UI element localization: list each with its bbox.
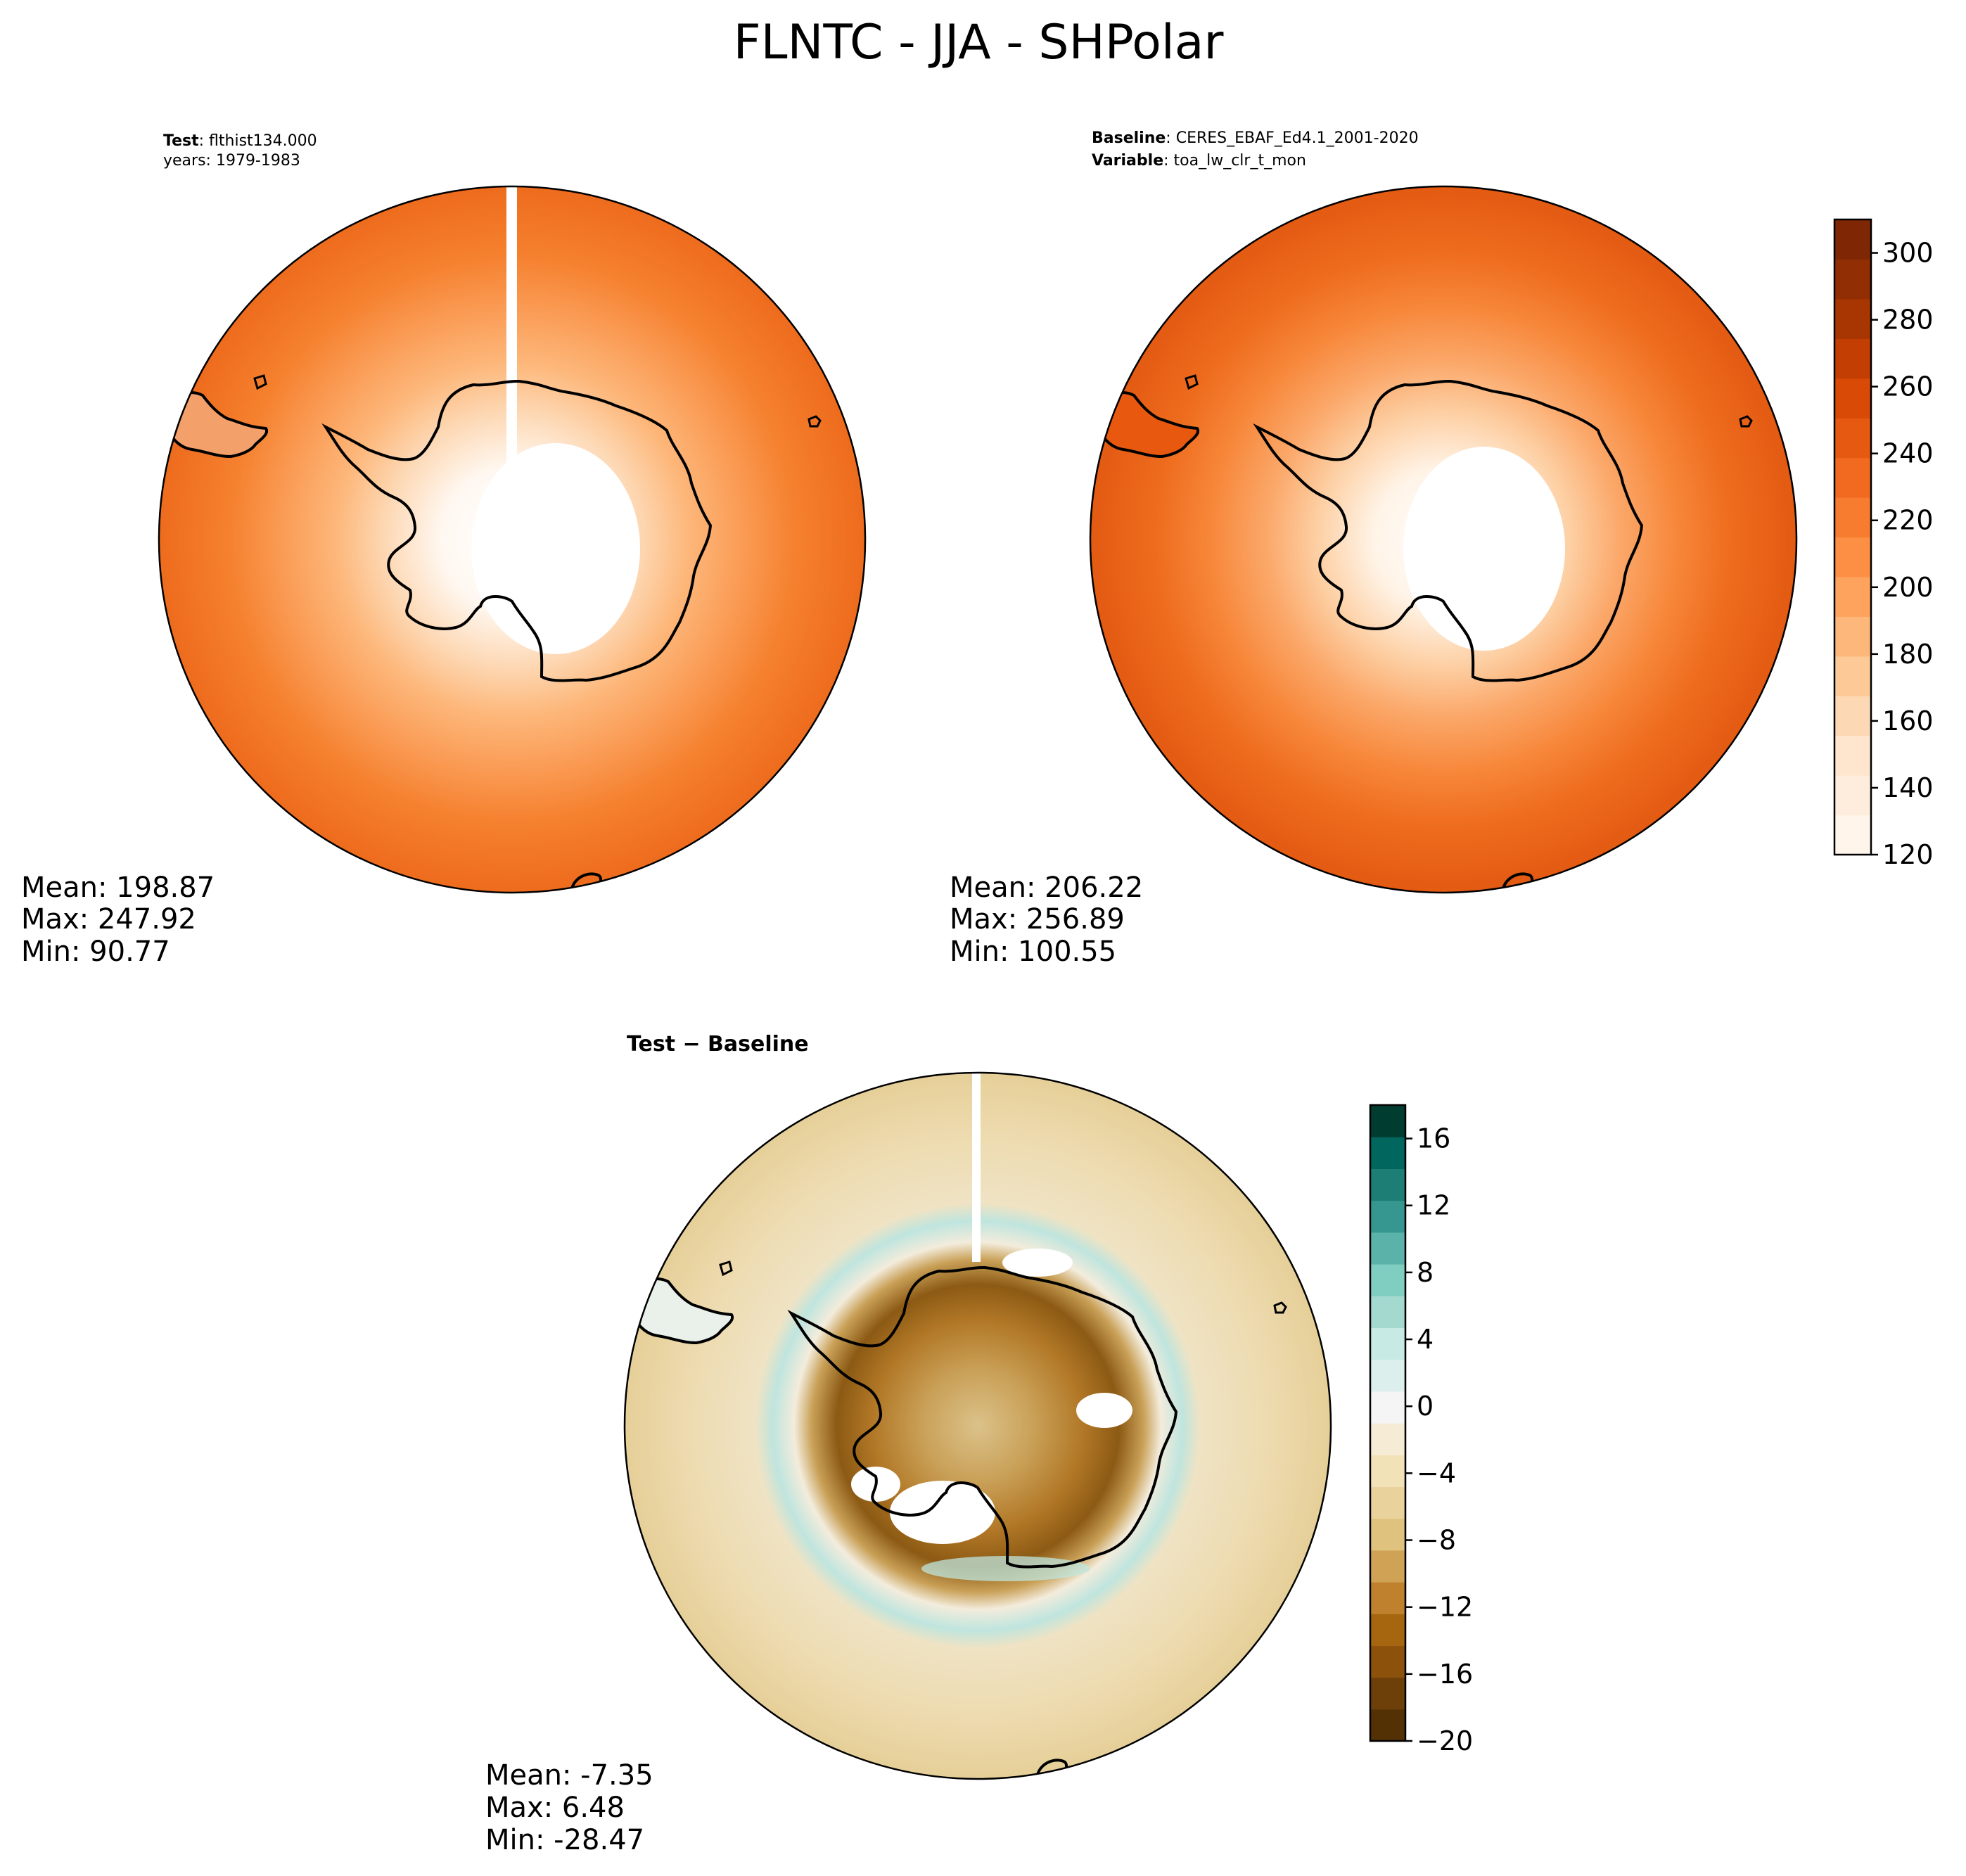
difference-colorbar-band [1370, 1677, 1405, 1710]
difference-colorbar-band [1370, 1296, 1405, 1328]
difference-colorbar-frame [1369, 1104, 1407, 1742]
test-missing-strip [506, 186, 517, 480]
baseline-label-bold: Baseline [1092, 129, 1166, 147]
difference-colorbar-band [1370, 1232, 1405, 1265]
baseline-colorbar-band [1834, 338, 1871, 379]
difference-colorbar-tick-label: 12 [1417, 1190, 1450, 1221]
difference-colorbar-band [1370, 1359, 1405, 1392]
baseline-label: Baseline: CERES_EBAF_Ed4.1_2001-2020 [1092, 129, 1419, 147]
baseline-colorbar-tick-label: 300 [1882, 238, 1934, 269]
difference-colorbar-tick-label: −4 [1417, 1457, 1456, 1488]
difference-label: Test − Baseline [627, 1032, 809, 1057]
difference-colorbar-tick-label: −20 [1417, 1725, 1473, 1756]
difference-label-rest: − Baseline [675, 1032, 809, 1057]
difference-colorbar-tick-label: 16 [1417, 1123, 1450, 1154]
baseline-colorbar-band [1834, 298, 1871, 339]
baseline-colorbar-band [1834, 576, 1871, 617]
difference-colorbar-band [1370, 1423, 1405, 1455]
difference-colorbar-tick-label: −8 [1417, 1525, 1456, 1556]
baseline-colorbar-band [1834, 219, 1871, 260]
difference-colorbar-band [1370, 1709, 1405, 1742]
difference-label-bold: Test [627, 1032, 675, 1057]
difference-max: Max: 6.48 [485, 1792, 625, 1824]
baseline-mean: Mean: 206.22 [950, 872, 1143, 904]
test-min: Min: 90.77 [21, 936, 170, 968]
test-label-bold: Test [163, 132, 199, 150]
difference-colorbar-tick-label: 4 [1417, 1324, 1434, 1355]
baseline-variable-bold: Variable [1092, 152, 1163, 170]
baseline-colorbar-band [1834, 696, 1871, 736]
baseline-colorbar-tick-label: 280 [1882, 305, 1934, 336]
baseline-label-source: : CERES_EBAF_Ed4.1_2001-2020 [1166, 129, 1418, 147]
difference-colorbar-tick-label: 0 [1417, 1391, 1434, 1422]
difference-colorbar-band [1370, 1264, 1405, 1296]
baseline-max: Max: 256.89 [950, 903, 1125, 936]
figure-title: FLNTC - JJA - SHPolar [734, 15, 1224, 70]
baseline-colorbar-band [1834, 418, 1871, 459]
baseline-map-boundary [1089, 185, 1798, 894]
difference-colorbar-band [1370, 1518, 1405, 1551]
baseline-map [1090, 186, 1796, 893]
test-label: Test: flthist134.000 [163, 132, 317, 150]
baseline-colorbar-band [1834, 497, 1871, 538]
baseline-panel: Baseline: CERES_EBAF_Ed4.1_2001-2020 Var… [950, 129, 1934, 968]
difference-colorbar-band [1370, 1391, 1405, 1424]
test-map-boundary [158, 185, 867, 894]
baseline-variable: Variable: toa_lw_clr_t_mon [1092, 152, 1306, 170]
baseline-colorbar-tick-label: 140 [1882, 772, 1934, 803]
difference-colorbar-band [1370, 1168, 1405, 1201]
difference-colorbar-band [1370, 1550, 1405, 1583]
difference-colorbar: −20 −16 −12 −8 −4 0 4 8 12 16 [1369, 1104, 1473, 1756]
difference-colorbar-band [1370, 1614, 1405, 1646]
test-map [159, 186, 865, 893]
baseline-colorbar-tick-label: 160 [1882, 706, 1934, 736]
baseline-variable-name: : toa_lw_clr_t_mon [1163, 152, 1306, 170]
baseline-colorbar-tick-label: 120 [1882, 839, 1934, 870]
baseline-colorbar-band [1834, 656, 1871, 696]
baseline-colorbar-band [1834, 457, 1871, 498]
test-mean: Mean: 198.87 [21, 872, 215, 904]
difference-colorbar-band [1370, 1137, 1405, 1169]
test-panel: Test: flthist134.000 years: 1979-1983 Me… [21, 132, 867, 968]
difference-colorbar-band [1370, 1486, 1405, 1519]
difference-colorbar-band [1370, 1327, 1405, 1360]
difference-min: Min: -28.47 [485, 1824, 644, 1856]
baseline-colorbar-tick-label: 180 [1882, 639, 1934, 670]
baseline-colorbar-band [1834, 815, 1871, 855]
difference-colorbar-band [1370, 1582, 1405, 1614]
difference-colorbar-tick-label: 8 [1417, 1257, 1434, 1288]
baseline-colorbar-band [1834, 775, 1871, 816]
baseline-colorbar-band [1834, 378, 1871, 419]
difference-colorbar-band [1370, 1200, 1405, 1233]
difference-map-boundary [623, 1071, 1332, 1780]
baseline-colorbar-band [1834, 537, 1871, 578]
test-label-case: : flthist134.000 [199, 132, 317, 150]
difference-missing-strip [972, 1073, 981, 1262]
baseline-colorbar-tick-label: 240 [1882, 438, 1934, 469]
difference-colorbar-band [1370, 1105, 1405, 1137]
difference-colorbar-tick-label: −16 [1417, 1659, 1473, 1690]
test-years: years: 1979-1983 [163, 152, 300, 170]
difference-mean: Mean: -7.35 [485, 1759, 653, 1792]
test-max: Max: 247.92 [21, 903, 196, 936]
baseline-colorbar-band [1834, 616, 1871, 657]
baseline-colorbar-tick-label: 200 [1882, 572, 1934, 603]
difference-colorbar-band [1370, 1645, 1405, 1678]
difference-colorbar-band [1370, 1455, 1405, 1487]
baseline-colorbar-band [1834, 735, 1871, 776]
difference-panel: Test − Baseline Mean: -7.35 Max: 6.48 Mi… [485, 1032, 1473, 1856]
difference-map [625, 1073, 1331, 1779]
baseline-colorbar-band [1834, 259, 1871, 300]
baseline-min: Min: 100.55 [950, 936, 1116, 968]
baseline-colorbar-tick-label: 260 [1882, 371, 1934, 402]
baseline-colorbar-frame [1833, 218, 1872, 856]
baseline-colorbar: 120 140 160 180 200 220 240 260 280 300 [1833, 218, 1934, 870]
baseline-colorbar-tick-label: 220 [1882, 505, 1934, 536]
difference-colorbar-tick-label: −12 [1417, 1592, 1473, 1623]
